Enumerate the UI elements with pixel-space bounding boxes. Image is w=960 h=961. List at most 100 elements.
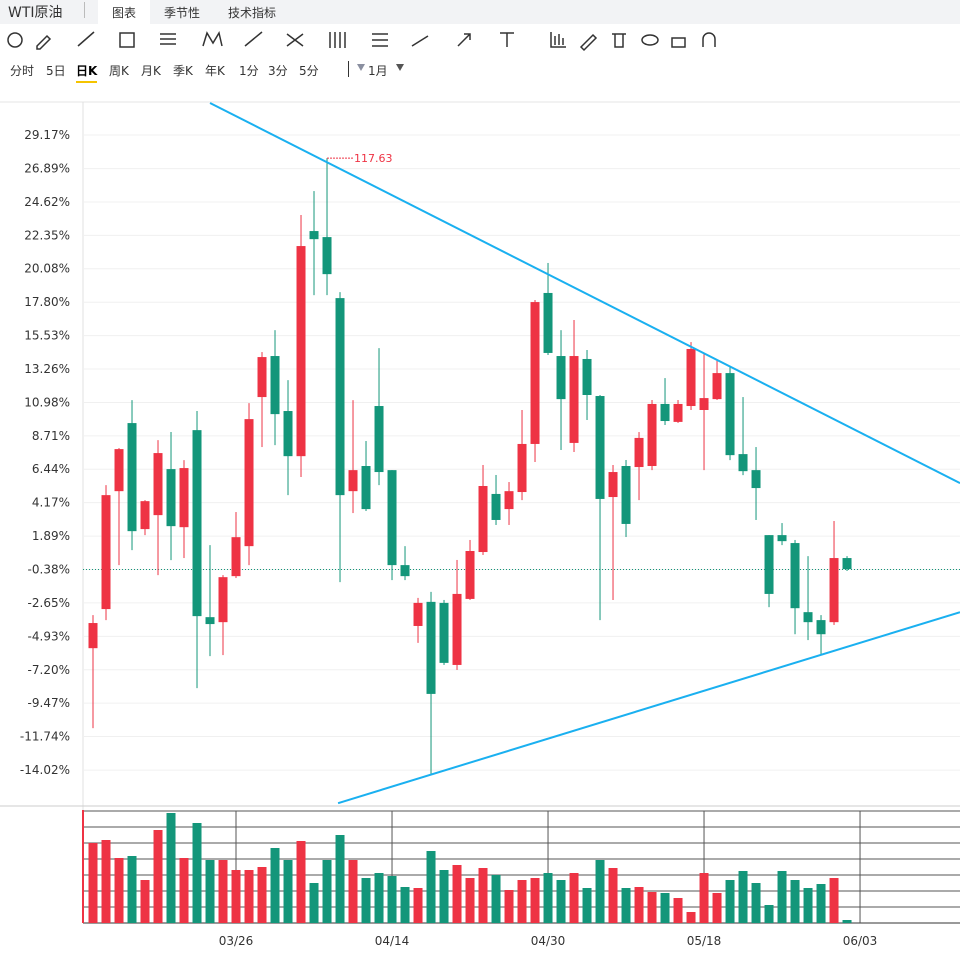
range-select[interactable]: 1月: [368, 64, 388, 78]
volume-bar: [413, 888, 423, 923]
candle-body: [439, 602, 449, 663]
tool-icon[interactable]: [500, 32, 514, 47]
volume-bar: [88, 843, 98, 923]
y-tick-label: 1.89%: [32, 529, 70, 543]
volume-bar: [465, 878, 475, 923]
volume-bar: [751, 883, 761, 923]
volume-bar: [738, 871, 748, 923]
tool-icon[interactable]: [457, 33, 471, 47]
volume-bar: [218, 860, 228, 923]
tool-icon[interactable]: [160, 33, 176, 45]
dropdown-arrow[interactable]: [396, 64, 404, 71]
volume-bar: [634, 887, 644, 923]
tool-icon[interactable]: [550, 32, 566, 48]
separator: [348, 61, 349, 77]
volume-bar: [140, 880, 150, 923]
volume-bar: [101, 840, 111, 923]
y-tick-label: 15.53%: [24, 329, 70, 343]
candle-body: [296, 246, 306, 457]
volume-bar: [387, 876, 397, 923]
candle-body: [660, 403, 670, 422]
volume-bar: [569, 873, 579, 923]
volume-bar: [829, 878, 839, 923]
y-tick-label: 6.44%: [32, 462, 70, 476]
tool-icon[interactable]: [7, 32, 23, 48]
candle-body: [218, 577, 228, 623]
y-tick-label: 22.35%: [24, 228, 70, 242]
tool-icon[interactable]: [36, 34, 52, 50]
trend-line: [209, 102, 960, 484]
period-tab[interactable]: 季K: [173, 64, 193, 78]
candle-body: [361, 466, 371, 510]
volume-bar: [673, 898, 683, 923]
candle-body: [816, 620, 826, 635]
tab[interactable]: 技术指标: [228, 6, 277, 20]
period-tab[interactable]: 5日: [46, 64, 66, 78]
candle-body: [803, 612, 813, 623]
tool-icon[interactable]: [612, 33, 626, 48]
tool-icon[interactable]: [411, 35, 429, 47]
period-tab[interactable]: 月K: [141, 64, 161, 78]
candle-body: [166, 469, 176, 527]
volume-bar: [153, 830, 163, 923]
tab[interactable]: 图表: [112, 6, 137, 20]
tool-icon[interactable]: [641, 34, 659, 46]
tool-icon[interactable]: [286, 33, 304, 47]
candle-body: [283, 411, 293, 457]
period-tab[interactable]: 3分: [268, 64, 288, 78]
volume-bar: [114, 858, 124, 923]
y-tick-label: 10.98%: [24, 395, 70, 409]
volume-bar: [699, 873, 709, 923]
x-tick-label: 06/03: [843, 934, 878, 948]
tool-icon[interactable]: [119, 32, 135, 48]
dropdown-arrow[interactable]: [357, 64, 365, 71]
tab[interactable]: 季节性: [164, 6, 201, 20]
tool-icon[interactable]: [671, 37, 686, 48]
tool-icon[interactable]: [329, 32, 346, 48]
candle-body: [426, 601, 436, 694]
y-tick-label: 4.17%: [32, 496, 70, 510]
candle-body: [153, 453, 163, 516]
period-tab[interactable]: 分时: [10, 64, 35, 78]
period-tab[interactable]: 年K: [205, 64, 225, 78]
tool-icon[interactable]: [202, 31, 223, 47]
candle-body: [582, 358, 592, 395]
period-tab[interactable]: 日K: [76, 62, 98, 83]
candle-body: [634, 437, 644, 468]
volume-bar: [361, 878, 371, 923]
tool-icon[interactable]: [702, 32, 716, 47]
volume-bar: [335, 835, 345, 923]
volume-bar: [595, 860, 605, 923]
y-tick-label: -14.02%: [20, 763, 70, 777]
period-tab[interactable]: 周K: [109, 64, 129, 78]
volume-bar: [426, 851, 436, 923]
candle-body: [829, 558, 839, 623]
tool-icon[interactable]: [244, 31, 263, 47]
candle-body: [205, 617, 215, 625]
volume-bar: [270, 848, 280, 923]
y-tick-label: 26.89%: [24, 162, 70, 176]
volume-bar: [257, 867, 267, 923]
candle-body: [335, 298, 345, 496]
volume-bar: [374, 873, 384, 923]
candle-body: [777, 535, 787, 542]
volume-bar: [725, 880, 735, 923]
volume-bar: [205, 860, 215, 923]
y-tick-label: 24.62%: [24, 195, 70, 209]
candle-body: [712, 373, 722, 400]
period-tab[interactable]: 5分: [299, 64, 319, 78]
tool-icon[interactable]: [372, 33, 388, 47]
tool-icon[interactable]: [579, 33, 598, 52]
high-label: 117.63: [354, 152, 393, 165]
candle-body: [114, 449, 124, 492]
candle-body: [270, 356, 280, 415]
volume-bar: [764, 905, 774, 923]
period-tab[interactable]: 1分: [239, 64, 259, 78]
symbol: WTI原油: [8, 5, 63, 21]
volume-bar: [283, 860, 293, 923]
candle-body: [699, 398, 709, 410]
candle-body: [478, 486, 488, 553]
x-tick-label: 05/18: [687, 934, 722, 948]
volume-bar: [504, 890, 514, 923]
tool-icon[interactable]: [77, 31, 95, 47]
